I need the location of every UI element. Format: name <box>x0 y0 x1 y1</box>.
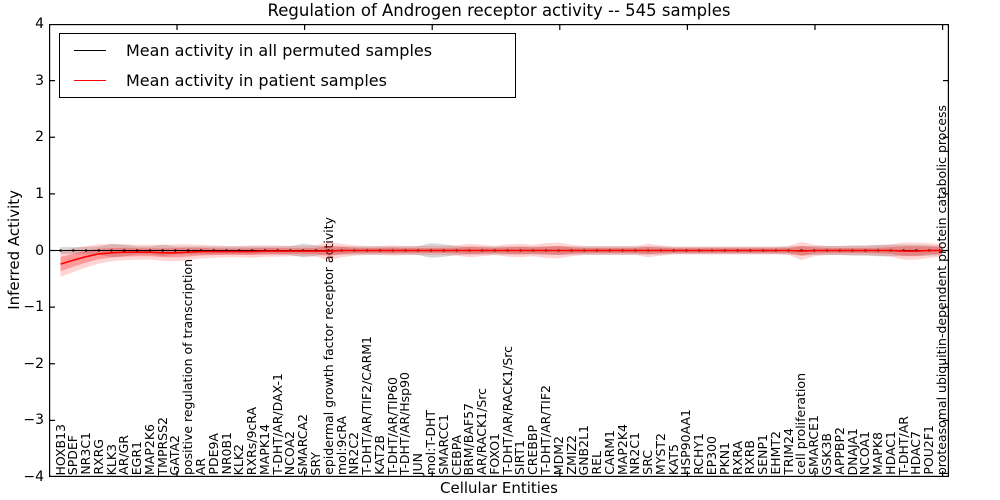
data-point-marker <box>161 249 164 252</box>
data-point-marker <box>187 249 190 252</box>
y-tick-label: 2 <box>35 129 44 146</box>
y-tick-label: −2 <box>23 355 44 372</box>
legend-item-patient: Mean activity in patient samples <box>60 67 515 93</box>
legend: Mean activity in all permuted samples Me… <box>59 33 516 98</box>
legend-line-black <box>74 50 106 52</box>
data-point-marker <box>123 249 126 252</box>
data-point-marker <box>97 249 101 252</box>
axes-frame <box>49 24 949 477</box>
legend-label: Mean activity in patient samples <box>126 70 387 90</box>
y-tick-label: −4 <box>23 469 44 485</box>
data-point-marker <box>174 249 177 252</box>
y-tick-label: 0 <box>35 242 44 259</box>
y-tick-label: 3 <box>35 72 44 89</box>
data-point-marker <box>110 249 113 252</box>
data-point-marker <box>72 249 75 252</box>
y-tick-label: −1 <box>23 299 44 316</box>
plot-area <box>49 24 949 477</box>
chart-title: Regulation of Androgen receptor activity… <box>267 1 731 20</box>
y-tick-label: 1 <box>35 185 44 202</box>
data-point-marker <box>135 249 139 252</box>
data-point-marker <box>148 249 152 252</box>
legend-label: Mean activity in all permuted samples <box>126 41 433 61</box>
patient-mean-line <box>60 249 942 265</box>
data-point-marker <box>84 249 88 252</box>
data-point-marker <box>59 249 62 252</box>
confidence-band <box>60 246 942 272</box>
y-tick-label: 4 <box>35 16 44 32</box>
legend-item-permuted: Mean activity in all permuted samples <box>60 38 515 64</box>
x-axis-label: Cellular Entities <box>440 479 558 497</box>
y-tick-label: −3 <box>23 412 44 429</box>
legend-line-red <box>74 79 106 81</box>
